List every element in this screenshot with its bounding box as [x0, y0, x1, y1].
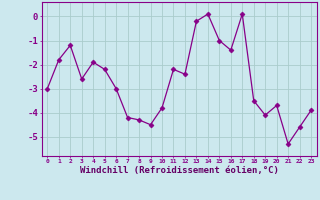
X-axis label: Windchill (Refroidissement éolien,°C): Windchill (Refroidissement éolien,°C) — [80, 166, 279, 175]
